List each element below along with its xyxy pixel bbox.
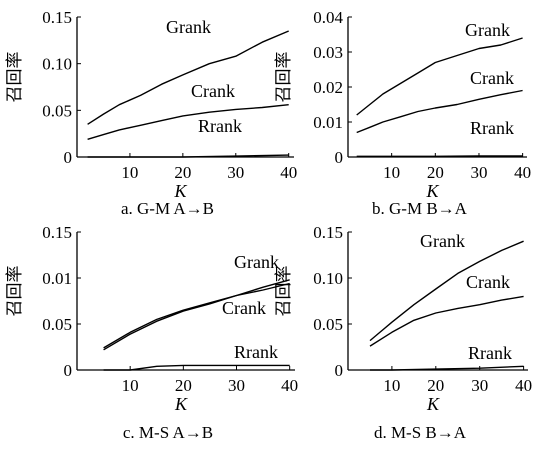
panel-3-y-tick-label: 0 [64,361,73,380]
panel-2-x-axis-title: K [425,181,439,201]
panel-4-series-grank-line [369,240,524,342]
panel-1-x-axis-title: K [173,181,187,201]
panel-1-series-crank-line [87,104,289,140]
panel-1-x-tick-label: 10 [121,163,138,182]
panel-2-x-tick-label: 40 [514,163,531,182]
panel-1-series-rrank-label: Rrank [198,116,242,136]
panel-4-y-tick-label: 0.15 [313,223,343,242]
panel-1-x-tick-label: 20 [174,163,191,182]
panel-4-series-crank-label: Crank [466,272,510,292]
panel-1-y-tick-label: 0.05 [42,101,72,120]
panel-1-y-tick-label: 0.10 [42,55,72,74]
panel-4-y-tick-label: 0.10 [313,269,343,288]
panel-4-series-crank-line [369,295,524,347]
panel-3-x-axis-title: K [174,394,188,414]
panel-4-series-grank-label: Grank [420,231,465,251]
panel-4-x-tick-label: 10 [383,376,400,395]
panel-2-x-tick-label: 30 [470,163,487,182]
panel-4-x-tick-label: 20 [427,376,444,395]
panel-2-series-grank-label: Grank [465,20,510,40]
panel-2-series-crank-label: Crank [470,68,514,88]
panel-2: 0 0.01 0.02 0.03 0.04 10 20 30 40 K 召回率 Grank Crank R… [274,8,531,218]
panel-2-y-tick-label: 0.02 [313,78,343,97]
panel-1-series-rrank-line [87,154,289,158]
panel-4-y-axis-title: 召回率 [274,266,294,317]
panel-2-y-axis-title: 召回率 [274,52,294,103]
panel-4-series-rrank-label: Rrank [468,343,512,363]
panel-2-y-tick-label: 0.03 [313,43,343,62]
panel-4-x-tick-label: 40 [515,376,532,395]
panel-2-x-tick-label: 10 [383,163,400,182]
panel-2-y-tick-label: 0.01 [313,113,343,132]
panel-1-series-grank-label: Grank [166,17,211,37]
panel-1-series-grank-line [87,30,289,125]
panel-1: 0 0.05 0.10 0.15 10 20 30 40 K 召回率 Grank Crank Rrank… [5,8,297,218]
panel-3-x-tick-label: 10 [122,376,139,395]
panel-4-x-axis-title: K [426,394,440,414]
panel-1-series-crank-label: Crank [191,81,235,101]
panel-3-series-crank-line [103,282,290,351]
panel-3-caption: c. M-S A→B [123,423,213,442]
panel-4-y-tick-label: 0.05 [313,315,343,334]
panel-3-x-tick-label: 30 [228,376,245,395]
panel-1-caption: a. G-M A→B [121,199,214,218]
panel-2-series-crank-line [356,89,523,134]
panel-4-y-tick-label: 0 [335,361,344,380]
panel-2-caption: b. G-M B→A [372,199,468,218]
panel-3-series-rrank-line [103,364,290,371]
panel-2-y-tick-label: 0.04 [313,8,343,27]
panel-3-y-tick-label: 0.01 [42,269,72,288]
panel-2-series-grank-line [356,37,523,116]
panel-3-x-tick-label: 20 [175,376,192,395]
panel-3-series-grank-line [103,279,290,349]
panel-3-x-tick-label: 40 [281,376,298,395]
panel-4-series-rrank-line [370,365,524,371]
panel-2-x-tick-label: 20 [427,163,444,182]
panel-4-caption: d. M-S B→A [374,423,467,442]
panel-1-x-tick-label: 40 [280,163,297,182]
panel-1-y-axis-title: 召回率 [5,52,25,103]
panel-1-y-tick-label: 0 [64,148,73,167]
panel-3-y-tick-label: 0.15 [42,223,72,242]
panel-2-y-tick-label: 0 [335,148,344,167]
panel-3-series-crank-label: Crank [222,298,266,318]
panel-3-y-axis-title: 召回率 [5,266,25,317]
panel-3-series-grank-label: Grank [234,252,279,272]
panel-4-x-tick-label: 30 [471,376,488,395]
panel-1-x-tick-label: 30 [227,163,244,182]
panel-1-y-tick-label: 0.15 [42,8,72,27]
panel-3-series-rrank-label: Rrank [234,342,278,362]
panel-4: 0 0.05 0.10 0.15 10 20 30 40 K 召回率 Grank Crank Rrank… [274,223,532,442]
panel-2-series-rrank-label: Rrank [470,118,514,138]
panel-3-y-tick-label: 0.05 [42,315,72,334]
